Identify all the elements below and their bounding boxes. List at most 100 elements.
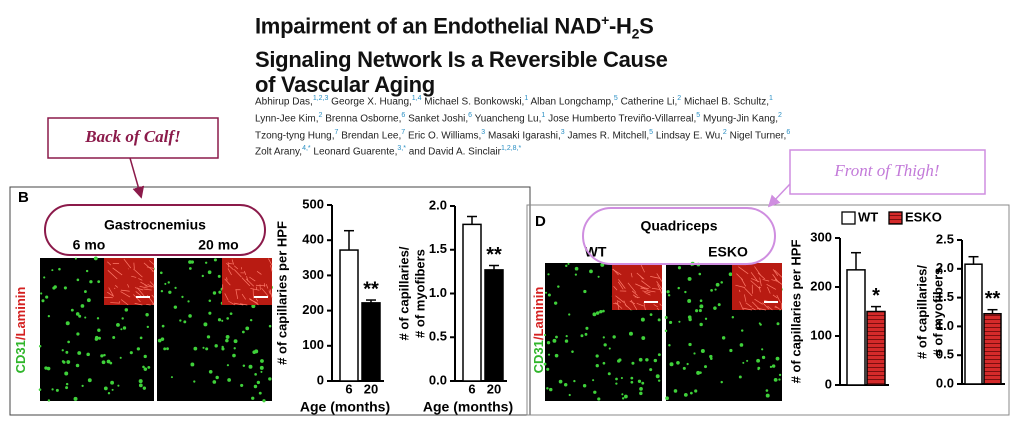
inset-fiber — [115, 285, 118, 288]
x-axis-label: Age (months) — [300, 399, 390, 415]
capillary-dot — [729, 348, 733, 353]
capillary-dot — [93, 256, 98, 261]
inset-fiber — [123, 258, 132, 269]
stain-label: CD31/Laminin — [13, 287, 28, 374]
scale-bar — [644, 301, 658, 303]
inset-fiber — [147, 284, 155, 288]
inset-fiber — [772, 294, 778, 299]
capillary-dot — [136, 347, 141, 351]
capillary-dot — [218, 290, 222, 294]
capillary-dot — [174, 286, 177, 289]
y-tick-label: 1.0 — [429, 285, 447, 300]
capillary-dot — [251, 304, 256, 309]
inset-fiber — [640, 286, 650, 290]
capillary-dot — [138, 383, 143, 388]
inset-fiber — [651, 287, 661, 290]
inset-fiber — [151, 303, 155, 305]
inset-fiber — [617, 281, 624, 290]
capillary-dot — [139, 336, 143, 340]
capillary-dot — [248, 364, 253, 369]
author-affiliation: 1 — [541, 111, 546, 119]
legend-swatch — [841, 211, 856, 225]
capillary-dot — [256, 380, 261, 385]
capillary-dot — [684, 290, 687, 294]
capillary-dot — [595, 364, 599, 368]
capillary-dot — [769, 365, 773, 368]
capillary-dot — [63, 286, 67, 290]
capillary-dot — [585, 326, 589, 330]
inset-fiber — [235, 289, 239, 299]
capillary-dot — [262, 399, 266, 403]
inset-fiber — [627, 282, 637, 293]
capillary-dot — [599, 309, 603, 314]
author-affiliation: 6 — [786, 128, 791, 136]
inset-fiber — [646, 290, 656, 293]
x-axis-label: Age (months) — [423, 399, 513, 415]
capillary-dot — [778, 378, 781, 381]
capillary-dot — [116, 322, 120, 327]
inset-fiber — [120, 291, 131, 298]
inset-fiber — [224, 293, 229, 301]
author-list: Abhirup Das,1,2,3 George X. Huang,1,4 Mi… — [255, 92, 790, 159]
inset-fiber — [745, 302, 752, 308]
inset-fiber — [270, 265, 273, 272]
capillary-dot — [84, 316, 87, 319]
author-name: Nigel Turner, — [729, 129, 787, 141]
y-tick-label: 0 — [825, 376, 832, 391]
inset-fiber — [269, 289, 273, 298]
inset-fiber — [776, 294, 781, 303]
author-line: Tzong-tyng Hung,7 Brendan Lee,7 Eric O. … — [255, 126, 790, 143]
capillary-dot — [547, 273, 550, 276]
capillary-dot — [546, 367, 550, 371]
capillary-dot — [66, 360, 71, 364]
stain-green: CD31 — [13, 340, 28, 373]
capillary-dot — [677, 286, 680, 290]
title-line: Impairment of an Endothelial NAD+-H2S — [255, 8, 668, 47]
x-tick-label: 20 — [364, 381, 378, 396]
capillary-dot — [38, 388, 42, 391]
inset-fiber — [143, 262, 154, 272]
capillary-dot — [563, 383, 568, 387]
capillary-dot — [76, 278, 80, 282]
capillary-dot — [683, 392, 688, 397]
bar — [983, 312, 1002, 385]
inset-fiber — [744, 294, 747, 302]
author-name: Brendan Lee, — [341, 129, 402, 141]
capillary-dot — [46, 366, 51, 371]
capillary-dot — [96, 317, 100, 320]
x-tick-label: 20 — [487, 381, 501, 396]
y-axis-label: # of capillaries per HPF — [274, 221, 289, 365]
capillary-dot — [202, 346, 205, 349]
capillary-dot — [667, 294, 671, 297]
capillary-dot — [700, 349, 705, 353]
inset-fiber — [738, 266, 749, 275]
capillary-dot — [259, 365, 264, 370]
capillary-dot — [657, 379, 661, 382]
inset-fiber — [246, 276, 249, 282]
inset-fiber — [630, 299, 638, 310]
capillary-dot — [552, 338, 557, 343]
inset-fiber — [144, 285, 153, 288]
capillary-dot — [43, 276, 46, 279]
inset-fiber — [659, 303, 662, 307]
y-axis-label: # of myofibers — [930, 268, 945, 357]
capillary-dot — [595, 311, 600, 315]
capillary-dot — [602, 309, 605, 313]
capillary-dot — [245, 326, 250, 331]
inset-fiber — [241, 293, 246, 300]
capillary-dot — [167, 281, 170, 284]
capillary-dot — [188, 267, 192, 270]
capillary-dot — [630, 376, 634, 380]
inset-fiber — [636, 302, 644, 307]
capillary-dot — [258, 391, 262, 395]
capillary-dot — [268, 324, 272, 328]
title-text: Impairment of an Endothelial NAD — [255, 13, 602, 39]
y-tick-label: 0.5 — [936, 347, 954, 362]
inset-fiber — [131, 275, 137, 278]
capillary-dot — [765, 393, 770, 398]
capillary-dot — [143, 354, 147, 359]
author-name: Jose Humberto Treviño-Villarreal, — [548, 113, 697, 125]
capillary-dot — [119, 356, 122, 359]
capillary-dot — [253, 384, 258, 389]
capillary-dot — [715, 282, 720, 287]
